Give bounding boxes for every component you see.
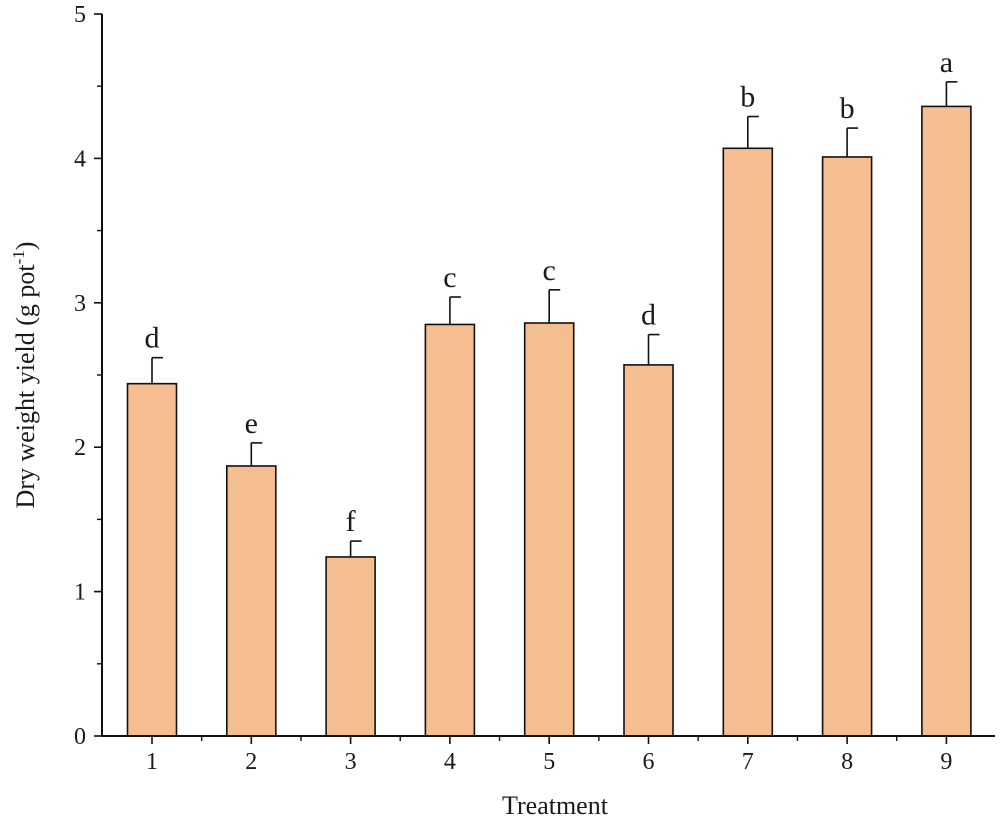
- significance-letter-1: d: [145, 322, 160, 355]
- x-tick-label-1: 1: [146, 749, 158, 775]
- bar-3: [325, 556, 376, 737]
- y-tick-label-5: 5: [74, 2, 86, 28]
- y-tick-label-4: 4: [74, 146, 86, 172]
- y-axis-title: Dry weight yield (g pot-1): [9, 242, 40, 509]
- significance-letter-2: e: [245, 407, 258, 440]
- x-tick-label-7: 7: [742, 749, 754, 775]
- significance-letter-8: b: [840, 92, 855, 125]
- y-tick-label-1: 1: [74, 580, 86, 606]
- significance-letters-layer: d e f c c d b b a: [145, 46, 954, 538]
- bar-4: [424, 323, 476, 737]
- y-axis-title-superscript: -1: [9, 250, 28, 264]
- bars-layer: [126, 105, 972, 737]
- x-tick-label-3: 3: [345, 749, 357, 775]
- bar-7: [722, 147, 774, 737]
- bar-6: [623, 364, 674, 737]
- significance-letter-3: f: [346, 505, 356, 538]
- y-tick-label-2: 2: [74, 435, 86, 461]
- significance-letter-7: b: [740, 81, 755, 114]
- bar-8: [821, 156, 873, 737]
- bar-2: [226, 465, 277, 737]
- significance-letter-9: a: [940, 46, 953, 79]
- ticks-layer: 1 2 3 4 5 6 7 8 9 0 1 2 3 4 5: [74, 2, 952, 775]
- bar-1: [126, 382, 178, 737]
- significance-letter-6: d: [641, 299, 656, 332]
- bar-5: [523, 322, 575, 737]
- x-axis-title: Treatment: [502, 791, 609, 820]
- x-tick-label-9: 9: [940, 749, 952, 775]
- significance-letter-4: c: [443, 261, 456, 294]
- y-axis-title-suffix: ): [11, 242, 40, 251]
- x-tick-label-2: 2: [245, 749, 257, 775]
- x-tick-label-8: 8: [841, 749, 853, 775]
- bar-9: [921, 105, 972, 737]
- x-tick-label-6: 6: [643, 749, 655, 775]
- y-tick-label-0: 0: [74, 724, 86, 750]
- error-bars-layer: [151, 81, 958, 557]
- x-tick-label-5: 5: [543, 749, 555, 775]
- y-tick-label-3: 3: [74, 291, 86, 317]
- significance-letter-5: c: [543, 254, 556, 287]
- y-axis-title-main: Dry weight yield (g pot: [11, 264, 40, 509]
- x-tick-label-4: 4: [444, 749, 456, 775]
